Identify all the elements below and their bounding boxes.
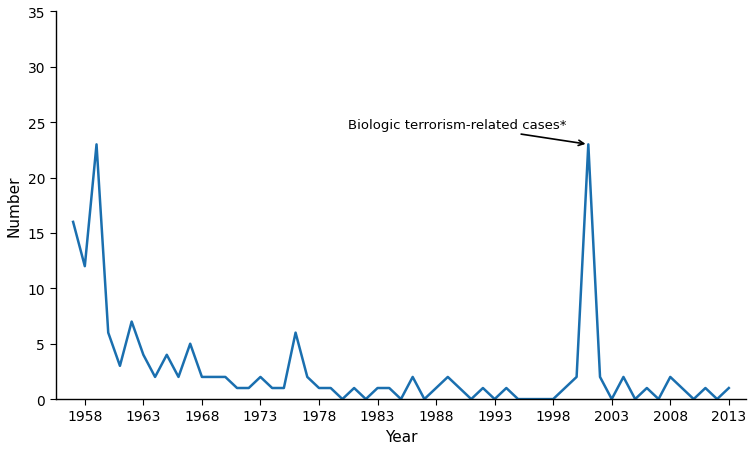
X-axis label: Year: Year [385,429,417,444]
Y-axis label: Number: Number [7,175,22,236]
Text: Biologic terrorism-related cases*: Biologic terrorism-related cases* [349,119,584,146]
